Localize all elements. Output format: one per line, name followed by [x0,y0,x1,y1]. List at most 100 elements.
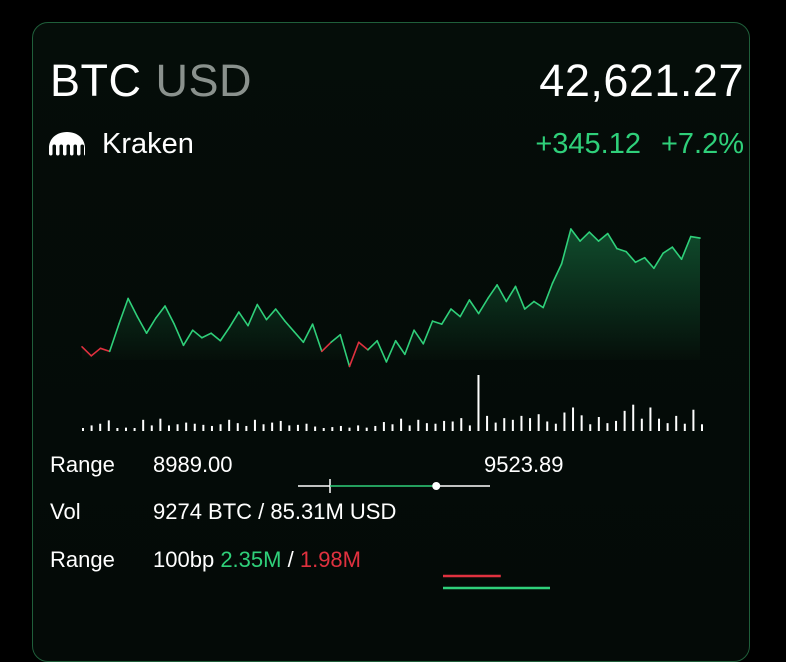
price-segment [671,246,683,261]
volume-bar [537,414,540,431]
volume-bar [434,423,437,431]
volume-bar [417,419,420,431]
volume-bar [82,428,84,431]
volume-bar [468,425,471,431]
volume-bar [391,424,394,431]
volume-bar [649,407,652,431]
price-segment [431,320,443,325]
volume-bar [597,417,600,431]
volume-bar [425,423,428,431]
price-segment [579,231,591,242]
price-segment [367,339,378,351]
price-segment [311,323,323,353]
price-segment [265,308,277,321]
volume-bar [185,422,188,431]
price-segment [496,284,508,303]
volume-bar [400,418,403,431]
volume-bar [357,425,360,431]
depth-value: 100bp 2.35M / 1.98M [153,546,361,574]
price-segment [653,252,664,270]
price-segment [394,339,406,356]
price-segment [191,329,203,339]
price-segment [274,308,286,322]
kraken-logo-icon [49,132,85,156]
price-segment [533,300,544,309]
volume-bar [563,412,566,431]
volume-bar [314,426,317,431]
volume-bar [159,418,162,431]
volume-bar [262,424,265,431]
volume-bar [322,428,325,431]
volume-bar [572,407,575,431]
volume-bar [133,428,136,431]
price-segment [145,317,157,335]
price-segment [154,305,166,319]
price-segment [404,329,415,356]
volume-bar [443,420,446,431]
price-segment [321,341,332,353]
volume-bar [193,423,196,431]
price-segment [247,303,259,327]
volume-bar [236,423,239,431]
price-segment [118,297,129,325]
price-segment [219,326,231,342]
price-segment [570,228,581,242]
volume-bar [546,421,549,431]
price-segment [293,330,305,344]
price-segment [385,339,397,363]
price-segment [440,308,452,325]
price-segment [625,250,637,264]
price-segment [136,315,148,335]
price-segment [523,300,535,310]
price-segment [90,347,102,357]
price-segment [616,247,628,253]
volume-bar [116,428,119,431]
price-segment [450,308,461,318]
pair-quote: USD [155,55,253,106]
price-area [82,229,700,367]
volume-bar [107,420,110,431]
price-segment [173,323,185,347]
price-segment [551,262,563,285]
volume-bar [271,422,274,431]
volume-bar [348,427,351,431]
volume-bar [666,423,669,431]
volume-bar [683,423,686,431]
price-change: +345.12 +7.2% [535,126,744,162]
volume-bar [606,423,609,431]
range-high: 9523.89 [484,452,564,477]
price-segment [302,323,314,344]
volume-bar [176,424,179,431]
price-segment [81,345,93,357]
volume-bar [460,418,463,431]
volume-value: 9274 BTC / 85.31M USD [153,499,397,524]
volume-bar [331,427,334,431]
price-segment [413,329,425,345]
price-segment [662,246,674,254]
depth-separator: / [287,547,294,572]
price-segment [339,333,351,368]
volume-bar [494,422,497,431]
volume-bar [219,424,222,431]
volume-bar [511,419,514,431]
volume-bar [296,424,299,431]
price-segment [284,320,295,333]
volume-bar [99,423,102,431]
price-segment [514,285,526,310]
volume-bar [150,425,153,431]
volume-bar [477,375,480,431]
volume-bar [339,425,342,431]
price-segment [459,299,471,318]
range-marker [432,482,441,490]
volume-bar [288,425,291,431]
volume-bar [701,424,703,431]
price-segment [560,228,572,265]
price-segment [487,284,498,300]
depth-bp: 100bp [153,547,215,572]
price-segment [201,332,212,339]
volume-bar [202,424,205,431]
volume-bar [305,423,308,431]
volume-bar [632,404,635,431]
price-segment [606,232,618,250]
